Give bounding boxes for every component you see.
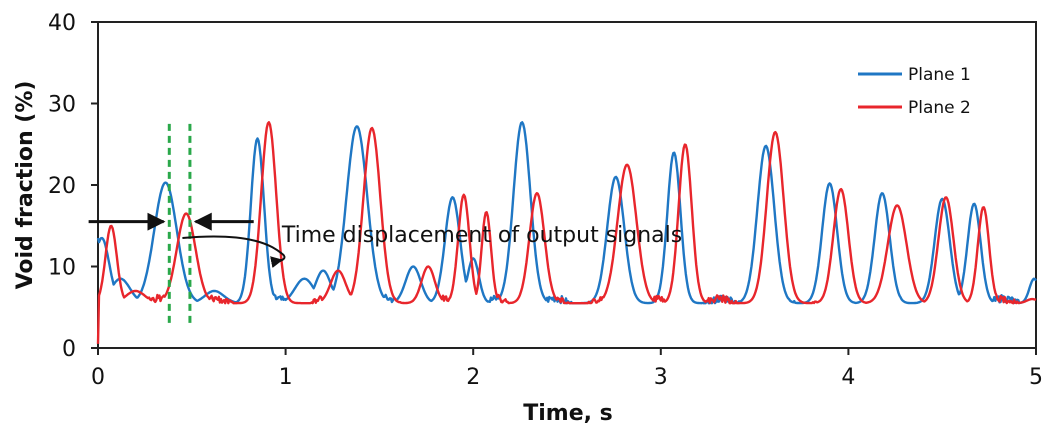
legend-label: Plane 2	[908, 98, 971, 118]
y-tick-label: 40	[48, 11, 76, 36]
y-tick-label: 30	[48, 93, 76, 118]
x-axis-title: Time, s	[523, 401, 613, 426]
series-line-plane-1	[96, 121, 1037, 305]
legend-label: Plane 1	[908, 65, 971, 85]
y-tick-label: 0	[62, 337, 76, 362]
x-tick-label: 0	[91, 365, 105, 390]
y-tick-label: 20	[48, 174, 76, 199]
series-layer	[96, 121, 1037, 344]
legend: Plane 1 Plane 2	[858, 65, 971, 118]
x-tick-label: 3	[654, 365, 668, 390]
y-tick-label: 10	[48, 256, 76, 281]
annotation-layer: Time displacement of output signals	[88, 212, 682, 268]
x-tick-label: 2	[466, 365, 480, 390]
y-axis-title: Void fraction (%)	[13, 81, 38, 290]
x-tick-label: 5	[1029, 365, 1043, 390]
x-tick-label: 1	[279, 365, 293, 390]
markers-layer	[167, 123, 192, 324]
annotation-text: Time displacement of output signals	[281, 223, 682, 248]
ticks-layer: 0 1 2 3 4 5 0 10 20 30 40	[48, 11, 1043, 390]
series-line-plane-2	[96, 121, 1037, 344]
annotation-connector	[182, 235, 286, 268]
x-tick-label: 4	[841, 365, 855, 390]
